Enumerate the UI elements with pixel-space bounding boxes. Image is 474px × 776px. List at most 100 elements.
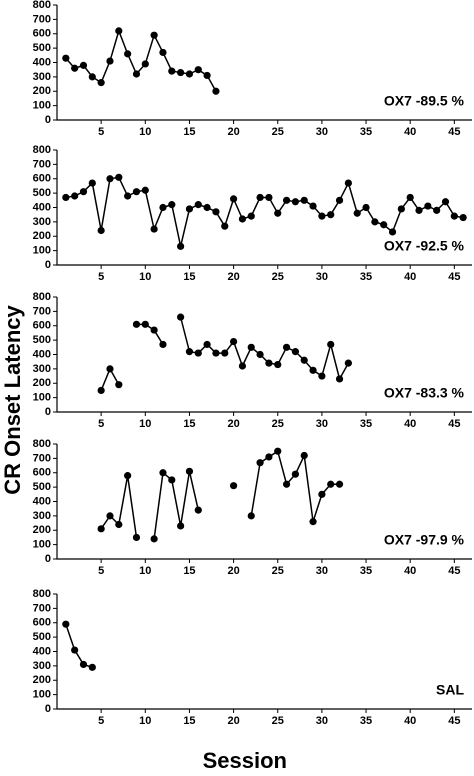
y-tick-label: 600 [33, 173, 51, 185]
x-tick-label: 35 [360, 126, 372, 138]
data-point [159, 340, 167, 349]
data-point [291, 198, 300, 206]
x-tick-label: 10 [139, 565, 151, 577]
y-tick-label: 600 [33, 320, 51, 332]
data-point [150, 225, 158, 233]
data-point [88, 73, 96, 81]
data-point [115, 173, 123, 181]
x-tick-label: 15 [183, 126, 195, 138]
y-tick-label: 200 [33, 230, 51, 242]
panel-annotation: OX7 -92.5 % [384, 238, 465, 254]
data-point [62, 54, 70, 62]
x-tick-label: 30 [316, 565, 328, 577]
data-point [212, 87, 220, 95]
x-tick-label: 10 [139, 126, 151, 138]
y-tick-label: 400 [33, 201, 51, 213]
panel-annotation: OX7 -83.3 % [384, 385, 465, 401]
y-tick-label: 400 [33, 645, 51, 657]
x-tick-label: 45 [448, 126, 460, 138]
data-point [88, 663, 96, 671]
data-point [177, 313, 185, 321]
x-tick-label: 20 [227, 418, 239, 430]
data-point [168, 476, 176, 484]
data-point [300, 356, 308, 364]
data-point [282, 343, 291, 351]
data-point [194, 349, 202, 357]
x-tick-label: 45 [448, 418, 460, 430]
data-point [194, 201, 202, 209]
data-point [194, 66, 202, 74]
data-point [318, 372, 326, 380]
y-tick-label: 300 [33, 660, 51, 672]
data-point [265, 359, 273, 367]
y-tick-label: 100 [33, 100, 51, 112]
y-tick-label: 800 [33, 144, 51, 156]
x-tick-label: 35 [360, 271, 372, 283]
data-point [97, 226, 105, 235]
data-point [291, 470, 300, 478]
data-line [65, 623, 93, 669]
data-point [115, 381, 123, 389]
data-point [397, 205, 405, 213]
data-point [424, 202, 432, 210]
data-point [229, 482, 238, 490]
data-point [177, 522, 185, 530]
data-point [362, 203, 370, 212]
x-tick-label: 15 [183, 418, 195, 430]
data-point [177, 242, 185, 250]
data-point [433, 206, 441, 214]
y-tick-label: 200 [33, 85, 51, 97]
data-point [238, 362, 247, 370]
y-tick-label: 100 [33, 245, 51, 257]
y-tick-label: 300 [33, 216, 51, 228]
y-tick-label: 500 [33, 481, 51, 493]
x-tick-label: 20 [227, 271, 239, 283]
x-tick-label: 5 [98, 126, 104, 138]
y-tick-label: 0 [45, 259, 51, 271]
data-point [353, 209, 361, 217]
data-point [221, 222, 229, 230]
x-tick-label: 45 [448, 565, 460, 577]
x-tick-label: 15 [183, 565, 195, 577]
data-point [159, 203, 167, 212]
x-tick-label: 40 [404, 418, 416, 430]
data-point [229, 195, 238, 203]
data-point [79, 660, 88, 669]
data-point [371, 218, 379, 226]
data-point [185, 467, 194, 475]
data-point [185, 70, 194, 78]
y-tick-label: 400 [33, 56, 51, 68]
data-point [300, 196, 308, 204]
data-point [256, 350, 264, 359]
data-point [159, 469, 167, 477]
data-point [141, 60, 149, 68]
y-tick-label: 500 [33, 334, 51, 346]
x-tick-label: 5 [98, 565, 104, 577]
data-point [327, 340, 335, 349]
data-point [79, 61, 88, 69]
x-tick-label: 40 [404, 271, 416, 283]
data-point [203, 71, 211, 80]
data-point [265, 193, 273, 202]
data-point [406, 193, 414, 202]
x-tick-label: 30 [316, 271, 328, 283]
y-tick-label: 200 [33, 524, 51, 536]
y-tick-label: 700 [33, 13, 51, 25]
data-point [229, 337, 238, 346]
x-tick-label: 40 [404, 565, 416, 577]
y-tick-label: 0 [45, 703, 51, 715]
data-point [150, 31, 158, 39]
y-tick-label: 600 [33, 467, 51, 479]
data-point [212, 208, 220, 216]
data-point [194, 506, 202, 514]
data-point [335, 375, 344, 383]
y-tick-label: 500 [33, 42, 51, 54]
x-tick-label: 5 [98, 715, 104, 727]
y-tick-label: 700 [33, 158, 51, 170]
data-point [124, 472, 132, 480]
y-tick-label: 400 [33, 495, 51, 507]
y-tick-label: 300 [33, 510, 51, 522]
data-point [106, 365, 114, 373]
data-point [318, 490, 326, 498]
